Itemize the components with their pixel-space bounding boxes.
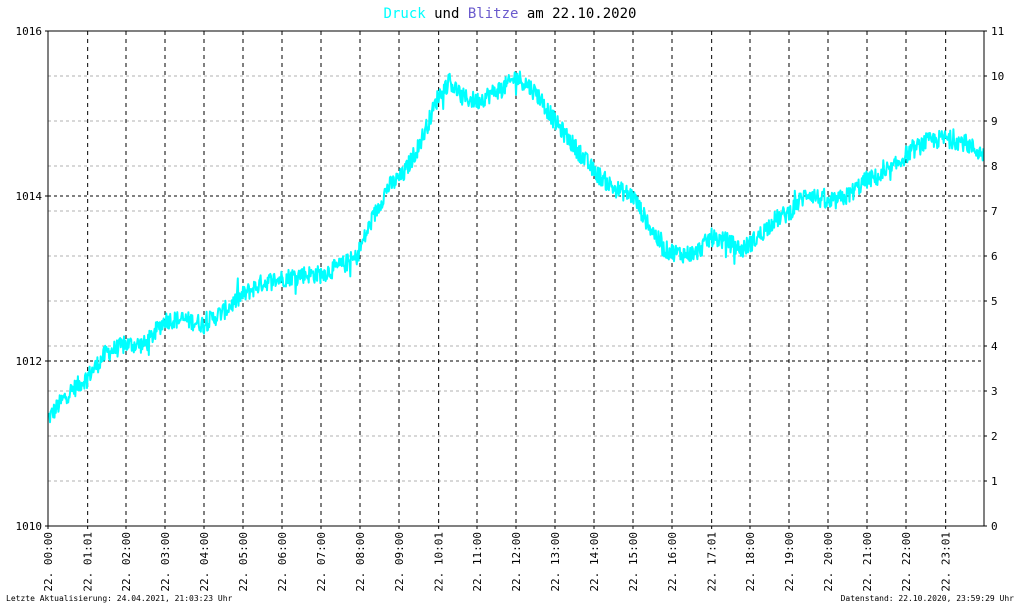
x-tick-label: 22. 13:00: [549, 532, 562, 592]
x-tick-label: 22. 18:00: [744, 532, 757, 592]
y-right-tick-label: 3: [991, 385, 998, 398]
title-und: und: [434, 6, 459, 22]
x-tick-label: 22. 04:00: [198, 532, 211, 592]
y-axis-left: 1010 1012 1014 1016: [16, 25, 48, 533]
y-left-tick-label: 1016: [16, 25, 43, 38]
y-right-tick-label: 8: [991, 160, 998, 173]
y-left-tick-label: 1010: [16, 520, 43, 533]
y-right-tick-label: 9: [991, 115, 998, 128]
series-druck: [47, 70, 985, 424]
x-axis: 22. 00:00 22. 01:01 22. 02:00 22. 03:00 22. …: [42, 526, 953, 592]
x-tick-label: 22. 08:00: [354, 532, 367, 592]
x-tick-label: 22. 19:00: [783, 532, 796, 592]
y-right-tick-label: 10: [991, 70, 1004, 83]
x-tick-label: 22. 11:00: [471, 532, 484, 592]
y-right-tick-label: 7: [991, 205, 998, 218]
title-blitze: Blitze: [468, 6, 519, 22]
series-line-druck: [47, 70, 985, 424]
y-axis-right: 0 1 2 3 4 5 6 7 8 9 10 11: [984, 25, 1004, 533]
footer-data-status: Datenstand: 22.10.2020, 23:59:29 Uhr: [841, 594, 1015, 603]
x-tick-label: 22. 05:00: [237, 532, 250, 592]
y-right-tick-label: 5: [991, 295, 998, 308]
x-tick-label: 22. 09:00: [393, 532, 406, 592]
x-tick-label: 22. 00:00: [42, 532, 55, 592]
x-tick-label: 22. 22:00: [900, 532, 913, 592]
x-tick-label: 22. 23:01: [940, 532, 953, 592]
x-tick-label: 22. 02:00: [120, 532, 133, 592]
x-tick-label: 22. 07:00: [315, 532, 328, 592]
x-tick-label: 22. 20:00: [822, 532, 835, 592]
x-tick-label: 22. 17:01: [706, 532, 719, 592]
x-tick-label: 22. 21:00: [861, 532, 874, 592]
title-date: am 22.10.2020: [527, 6, 637, 22]
x-tick-label: 22. 16:00: [666, 532, 679, 592]
chart-title: Druck und Blitze am 22.10.2020: [384, 6, 637, 22]
x-tick-label: 22. 15:00: [627, 532, 640, 592]
y-left-tick-label: 1012: [16, 355, 43, 368]
y-right-tick-label: 2: [991, 430, 998, 443]
x-tick-label: 22. 10:01: [433, 532, 446, 592]
x-tick-label: 22. 14:00: [588, 532, 601, 592]
x-tick-label: 22. 01:01: [82, 532, 95, 592]
y-right-tick-label: 4: [991, 340, 998, 353]
x-tick-label: 22. 06:00: [276, 532, 289, 592]
title-druck: Druck: [384, 6, 427, 22]
y-left-tick-label: 1014: [16, 190, 43, 203]
y-right-tick-label: 11: [991, 25, 1004, 38]
y-right-tick-label: 0: [991, 520, 998, 533]
footer-last-update: Letzte Aktualisierung: 24.04.2021, 21:03…: [6, 594, 233, 603]
x-tick-label: 22. 03:00: [159, 532, 172, 592]
y-right-tick-label: 1: [991, 475, 998, 488]
y-right-tick-label: 6: [991, 250, 998, 263]
x-tick-label: 22. 12:00: [510, 532, 523, 592]
